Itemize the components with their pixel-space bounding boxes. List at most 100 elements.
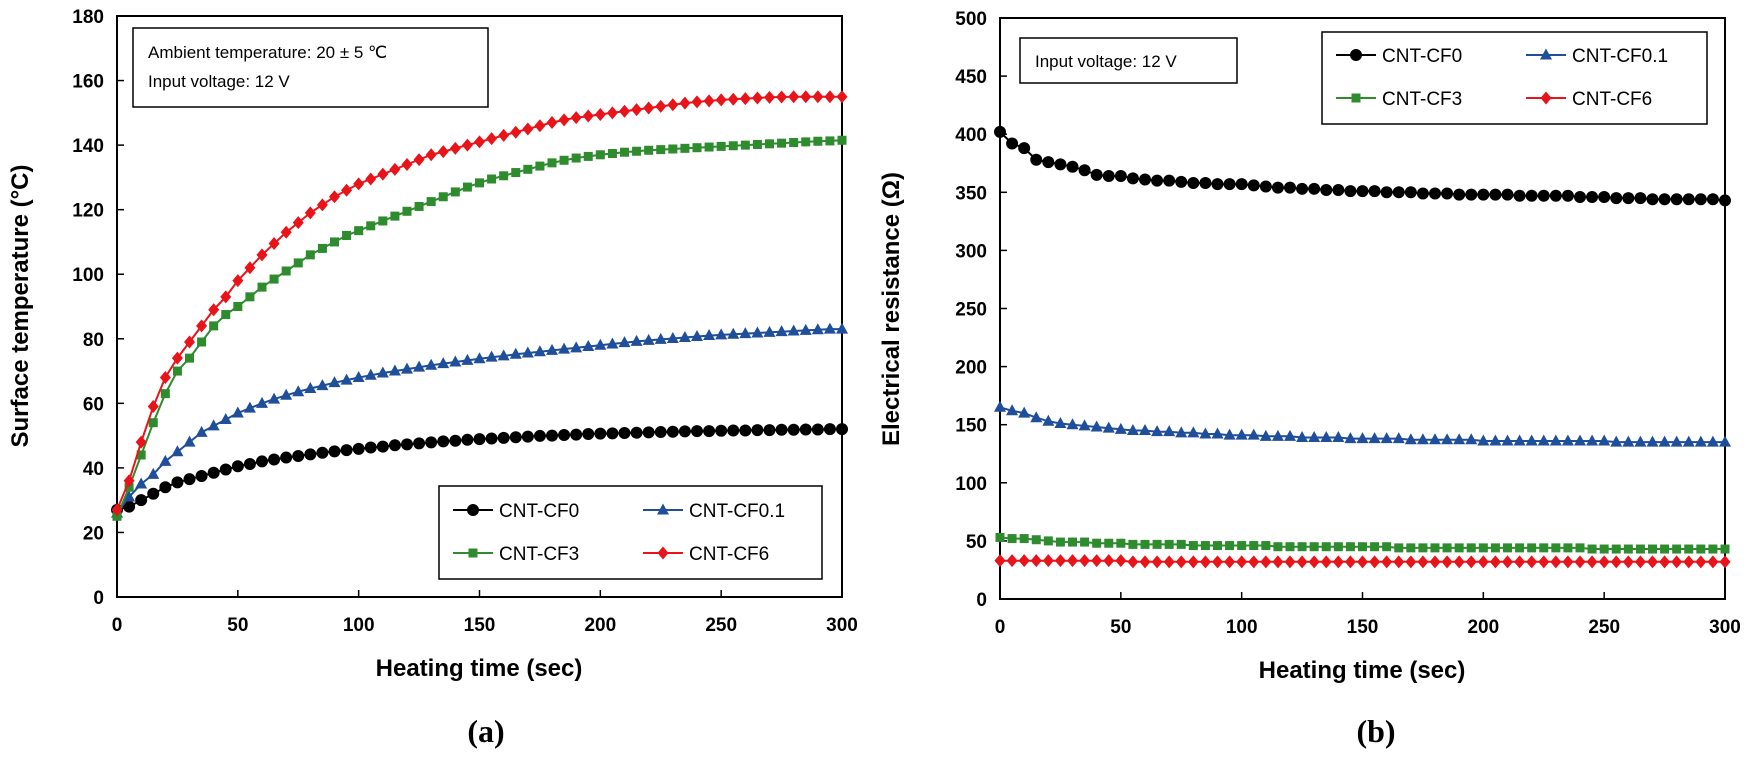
data-point xyxy=(606,106,618,120)
data-point xyxy=(330,237,339,247)
data-point xyxy=(159,371,171,385)
data-point xyxy=(752,139,762,149)
data-point xyxy=(823,423,836,436)
data-point xyxy=(1042,554,1054,568)
data-point xyxy=(1598,190,1611,203)
data-point xyxy=(1368,432,1381,444)
data-point xyxy=(438,192,448,202)
data-point xyxy=(1102,170,1115,183)
data-point xyxy=(1006,137,1019,150)
data-point xyxy=(304,381,317,393)
y-tick-label: 0 xyxy=(93,588,104,609)
data-point xyxy=(402,206,412,216)
data-point xyxy=(292,385,305,397)
data-point xyxy=(559,155,569,165)
data-point xyxy=(485,350,498,362)
data-point xyxy=(1090,420,1103,432)
x-tick-label: 50 xyxy=(1110,617,1131,638)
data-point xyxy=(159,454,172,466)
data-point xyxy=(642,426,655,439)
data-point xyxy=(1719,194,1731,207)
data-point xyxy=(172,366,182,376)
data-point xyxy=(171,351,183,365)
data-point xyxy=(1031,535,1041,545)
data-point xyxy=(1236,555,1248,569)
data-point xyxy=(630,334,643,346)
data-point xyxy=(378,216,388,226)
data-point xyxy=(147,400,159,414)
data-point xyxy=(354,226,364,236)
data-point xyxy=(499,171,509,181)
legend-entry: CNT-CF6 xyxy=(643,544,769,565)
data-point xyxy=(644,145,654,155)
data-point xyxy=(1599,544,1609,554)
data-point xyxy=(594,338,607,350)
data-point xyxy=(185,353,194,363)
data-point xyxy=(292,449,305,462)
data-point xyxy=(1648,544,1657,554)
data-point xyxy=(268,237,280,251)
data-point xyxy=(1296,182,1309,195)
y-tick-label: 40 xyxy=(83,459,104,480)
data-point xyxy=(728,141,738,151)
data-point xyxy=(1091,554,1103,568)
panel-b-note-voltage: Input voltage: 12 V xyxy=(1035,52,1177,71)
x-tick-label: 150 xyxy=(464,615,496,636)
data-point xyxy=(1696,544,1706,554)
panel-b-x-axis-label: Heating time (sec) xyxy=(1259,657,1466,684)
data-point xyxy=(425,358,438,370)
data-point xyxy=(1502,555,1513,569)
data-point xyxy=(1115,554,1127,568)
data-point xyxy=(136,450,146,460)
data-point xyxy=(1332,183,1345,196)
data-point xyxy=(1707,555,1719,569)
data-point xyxy=(1066,160,1079,173)
data-point xyxy=(1442,543,1452,553)
data-point xyxy=(1042,156,1055,169)
data-point xyxy=(1104,538,1114,548)
data-point xyxy=(620,147,629,157)
data-point xyxy=(1152,539,1162,549)
data-point xyxy=(511,168,521,178)
data-point xyxy=(1537,189,1550,202)
data-point xyxy=(1429,555,1441,569)
data-point xyxy=(1610,435,1623,447)
legend-entry: CNT-CF0.1 xyxy=(643,501,785,522)
data-point xyxy=(801,137,811,147)
data-point xyxy=(727,92,739,106)
data-point xyxy=(1392,186,1405,199)
data-point xyxy=(257,282,267,292)
data-point xyxy=(1406,543,1416,553)
data-point xyxy=(1127,555,1139,569)
data-point xyxy=(1018,406,1031,418)
data-point xyxy=(1453,555,1465,569)
data-point xyxy=(1392,432,1405,444)
legend-label: CNT-CF0 xyxy=(499,501,579,522)
data-point xyxy=(1030,153,1043,166)
data-point xyxy=(1199,427,1212,439)
data-point xyxy=(836,322,848,334)
data-point xyxy=(523,164,533,174)
data-point xyxy=(727,327,740,339)
data-point xyxy=(632,146,642,156)
data-point xyxy=(1126,172,1139,185)
data-point xyxy=(316,446,329,459)
data-point xyxy=(751,424,764,437)
data-point xyxy=(220,290,232,304)
data-point xyxy=(171,476,184,489)
data-point xyxy=(1647,555,1658,569)
data-point xyxy=(521,346,534,358)
legend-marker xyxy=(657,503,669,515)
data-point xyxy=(1430,543,1440,553)
legend-marker xyxy=(467,504,479,516)
data-point xyxy=(1235,428,1248,440)
panel-a-caption: (a) xyxy=(467,713,504,749)
data-point xyxy=(401,362,413,374)
legend-marker xyxy=(468,548,478,558)
data-point xyxy=(1187,426,1200,438)
data-point xyxy=(353,177,365,191)
data-point xyxy=(836,90,848,104)
data-point xyxy=(1515,543,1525,553)
data-point xyxy=(765,139,774,149)
panel-b-annotation-box: Input voltage: 12 V xyxy=(1019,37,1238,84)
